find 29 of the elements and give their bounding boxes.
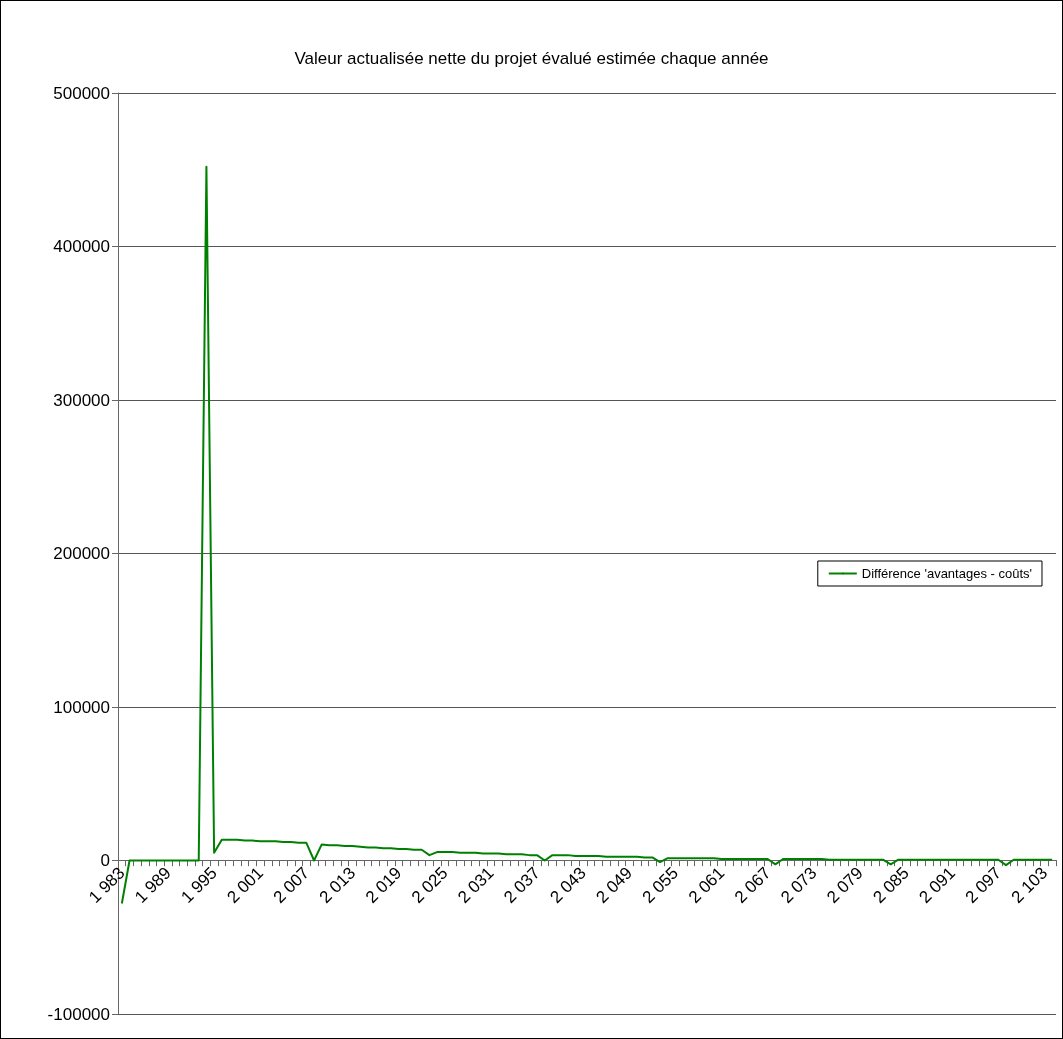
x-tick-label: 2 019 xyxy=(361,863,406,907)
chart-title: Valeur actualisée nette du projet évalué estimée chaque année xyxy=(294,49,769,68)
x-tick-label: 2 067 xyxy=(730,863,775,907)
y-tick-label: 0 xyxy=(100,851,110,870)
x-tick-label: 2 055 xyxy=(638,863,683,907)
x-tick-label: 2 103 xyxy=(1007,863,1052,907)
x-tick-label: 2 079 xyxy=(823,863,867,907)
x-tick-label: 2 037 xyxy=(500,863,544,907)
x-tick-label: 2 097 xyxy=(961,863,1006,907)
x-tick-label: 2 001 xyxy=(223,863,267,907)
x-tick-label: 2 085 xyxy=(869,863,913,907)
y-tick-label: -100000 xyxy=(47,1004,110,1024)
x-tick-label: 1 995 xyxy=(177,863,221,907)
y-tick-label: 200000 xyxy=(53,544,110,563)
x-tick-label: 2 091 xyxy=(915,863,959,907)
x-tick-label: 2 007 xyxy=(269,863,314,907)
x-tick-label: 2 013 xyxy=(315,863,360,907)
x-tick-label: 2 031 xyxy=(454,863,498,907)
y-tick-label: 300000 xyxy=(53,390,110,410)
x-tick-label: 1 989 xyxy=(131,863,175,907)
x-tick-label: 2 061 xyxy=(684,863,729,907)
legend-label: Différence 'avantages - coûts' xyxy=(861,566,1033,581)
x-tick-label: 2 025 xyxy=(407,863,452,907)
x-tick-label: 2 043 xyxy=(546,863,590,907)
x-tick-label: 2 073 xyxy=(777,863,821,907)
y-tick-label: 400000 xyxy=(53,237,110,256)
y-tick-label: 500000 xyxy=(53,83,110,103)
x-tick-label: 2 049 xyxy=(592,863,636,907)
y-tick-label: 100000 xyxy=(53,697,110,717)
